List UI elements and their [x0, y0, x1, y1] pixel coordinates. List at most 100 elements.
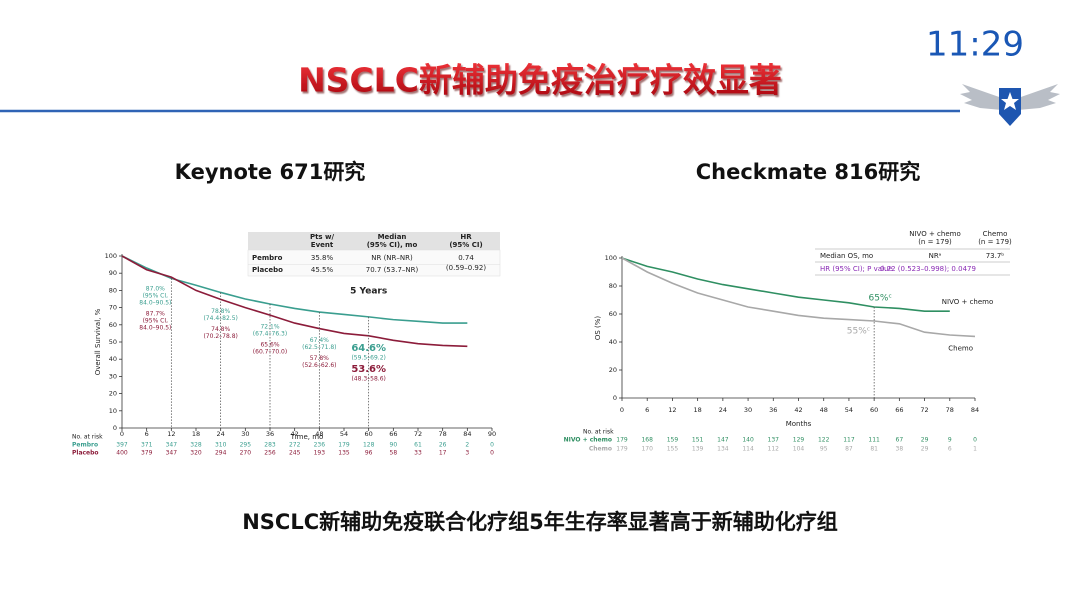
- risk-count: 128: [363, 442, 375, 449]
- x-tick-label: 90: [488, 430, 496, 438]
- risk-count: 294: [215, 450, 227, 457]
- table-body-bg: [247, 249, 501, 277]
- risk-row-label: Pembro: [72, 442, 98, 449]
- annotation-text: 84.0–90.5): [139, 300, 171, 307]
- panel-heading: Checkmate 816研究: [696, 160, 921, 184]
- x-tick-label: 30: [241, 430, 249, 438]
- risk-count: 1: [973, 446, 977, 453]
- risk-count: 168: [641, 437, 653, 444]
- risk-count: 29: [921, 446, 929, 453]
- annotation-text: 67.4%: [310, 337, 329, 344]
- risk-count: 3: [465, 450, 469, 457]
- x-tick-label: 18: [694, 406, 702, 414]
- risk-count: 114: [742, 446, 754, 453]
- risk-count: 371: [141, 442, 153, 449]
- x-tick-label: 18: [192, 430, 200, 438]
- risk-count: 112: [768, 446, 780, 453]
- risk-count: 179: [616, 446, 628, 453]
- risk-count: 111: [868, 437, 880, 444]
- risk-count: 256: [264, 450, 276, 457]
- annotation-text: 53.6%: [351, 364, 386, 375]
- x-tick-label: 12: [668, 406, 676, 414]
- table-header: (95% CI): [449, 241, 482, 249]
- x-tick-label: 60: [365, 430, 373, 438]
- survival-curve: [621, 257, 950, 312]
- x-tick-label: 48: [820, 406, 828, 414]
- annotation-text: (59.5–69.2): [351, 354, 385, 361]
- y-tick-label: 10: [109, 407, 117, 415]
- risk-count: 347: [166, 442, 178, 449]
- annotation-text: (52.6–62.6): [302, 362, 336, 369]
- survival-curve: [621, 257, 976, 338]
- milestone-label: 5 Years: [350, 287, 387, 297]
- x-tick-label: 0: [120, 430, 124, 438]
- risk-heading: No. at risk: [583, 429, 614, 436]
- logo: [960, 84, 1060, 126]
- x-tick-label: 24: [719, 406, 727, 414]
- risk-count: 328: [190, 442, 202, 449]
- clock: 11:29: [926, 25, 1024, 65]
- risk-count: 67: [896, 437, 904, 444]
- table-header-bg: [248, 232, 500, 250]
- risk-count: 236: [314, 442, 326, 449]
- risk-count: 295: [240, 442, 252, 449]
- x-tick-label: 78: [439, 430, 447, 438]
- x-tick-label: 60: [870, 406, 878, 414]
- table-cell: 73.7ᵇ: [986, 252, 1005, 260]
- y-tick-label: 70: [109, 304, 117, 312]
- x-tick-label: 6: [645, 406, 649, 414]
- y-tick-label: 20: [109, 390, 117, 398]
- survival-curve: [121, 255, 468, 324]
- risk-count: 9: [948, 437, 952, 444]
- risk-row-label: Placebo: [72, 450, 99, 457]
- table-header: (n = 179): [978, 238, 1012, 246]
- annotation-text: 87.7%: [146, 311, 165, 318]
- annotation-text: 84.0–90.5): [139, 325, 171, 332]
- panel-heading: Keynote 671研究: [175, 160, 366, 184]
- risk-count: 272: [289, 442, 301, 449]
- x-tick-label: 66: [389, 430, 397, 438]
- risk-count: 155: [667, 446, 679, 453]
- annotation-text: 72.1%: [260, 324, 279, 331]
- annotation-text: 65%ᶜ: [868, 294, 891, 304]
- risk-count: 0: [973, 437, 977, 444]
- table-header: (95% CI), mo: [367, 241, 418, 249]
- risk-count: 245: [289, 450, 301, 457]
- annotation-text: 65.6%: [260, 342, 279, 349]
- risk-count: 38: [896, 446, 904, 453]
- risk-count: 270: [240, 450, 252, 457]
- y-tick-label: 0: [113, 424, 117, 432]
- x-tick-label: 54: [340, 430, 348, 438]
- y-tick-label: 60: [609, 310, 617, 318]
- x-tick-label: 78: [946, 406, 954, 414]
- risk-count: 179: [338, 442, 350, 449]
- risk-count: 400: [116, 450, 128, 457]
- risk-count: 139: [692, 446, 704, 453]
- risk-count: 33: [414, 450, 422, 457]
- risk-count: 26: [439, 442, 447, 449]
- annotation-text: (48.3–58.6): [351, 375, 385, 382]
- x-axis-label: Months: [786, 420, 812, 428]
- table-cell: 70.7 (53.7–NR): [366, 266, 419, 274]
- table-header: Median: [378, 233, 407, 241]
- x-tick-label: 84: [971, 406, 979, 414]
- y-tick-label: 0: [613, 394, 617, 402]
- risk-count: 61: [414, 442, 422, 449]
- risk-count: 193: [314, 450, 326, 457]
- x-tick-label: 24: [217, 430, 225, 438]
- risk-count: 2: [465, 442, 469, 449]
- annotation-text: 64.6%: [351, 343, 386, 354]
- risk-count: 81: [870, 446, 878, 453]
- annotation-text: 74.8%: [211, 326, 230, 333]
- y-tick-label: 100: [105, 252, 117, 260]
- table-cell: 0.74: [458, 254, 474, 262]
- annotation-text: (67.4–76.3): [253, 331, 287, 338]
- footer-text: NSCLC新辅助免疫联合化疗组5年生存率显著高于新辅助化疗组: [242, 510, 838, 534]
- y-tick-label: 80: [609, 282, 617, 290]
- x-tick-label: 12: [167, 430, 175, 438]
- y-axis-label: OS (%): [594, 316, 602, 341]
- risk-count: 135: [338, 450, 350, 457]
- annotation-text: (70.2–78.8): [203, 333, 237, 340]
